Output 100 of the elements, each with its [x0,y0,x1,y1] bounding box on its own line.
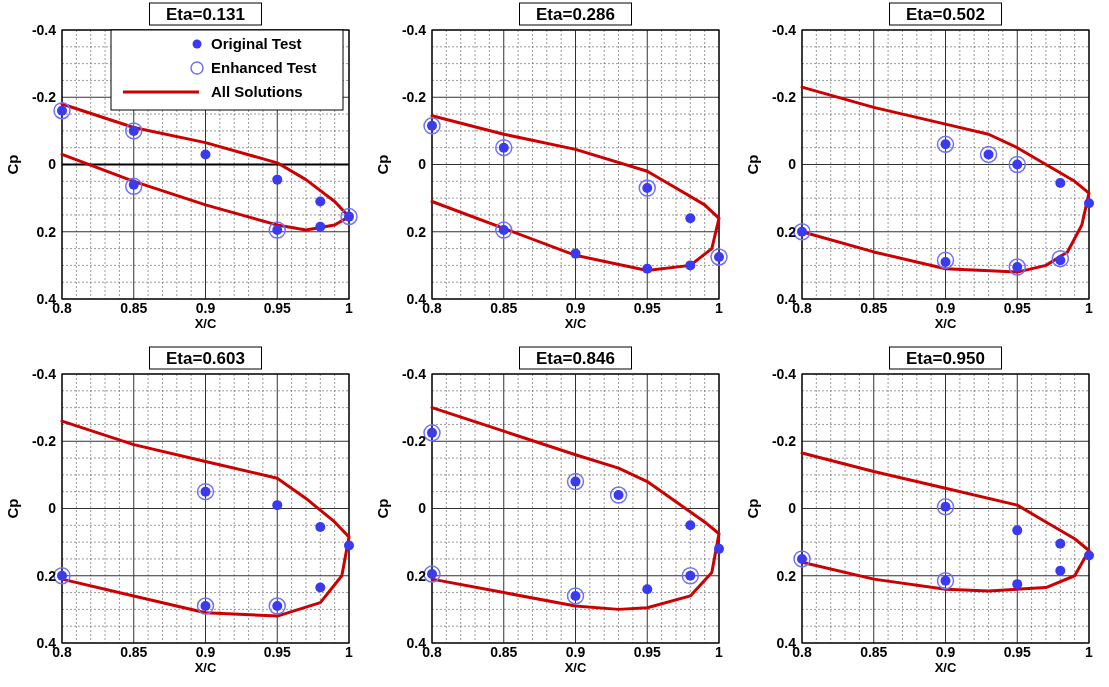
point [979,145,998,164]
point [423,117,441,135]
x-tick-label: 0.95 [633,644,662,660]
point [196,482,215,501]
point [340,207,358,226]
point [1012,579,1023,590]
point [315,521,326,532]
y-tick-label: -0.2 [401,433,427,450]
point [315,221,326,232]
y-axis-title: Cp [4,154,21,175]
y-axis-title: Cp [374,498,391,519]
point [1055,177,1066,188]
chart-title: Eta=0.502 [906,5,985,24]
y-tick-label: 0 [418,156,427,173]
y-tick-label: 0.2 [776,223,797,240]
x-tick-label: 0.85 [490,300,518,316]
point [344,540,354,551]
point [566,587,585,605]
x-axis-title: X/C [934,660,957,675]
point [1055,565,1066,576]
point [936,498,955,516]
legend-label: Enhanced Test [211,59,317,77]
point [793,550,811,568]
x-tick-label: 0.85 [860,300,888,316]
point [685,520,696,531]
y-tick-label: -0.4 [771,21,797,38]
point [642,584,653,595]
point [1008,155,1026,174]
point [566,472,585,491]
y-tick-label: 0 [48,156,57,173]
point [1012,525,1023,536]
point [268,597,286,615]
point [272,500,283,511]
chart-title: Eta=0.846 [536,349,615,368]
point [125,177,143,196]
point [685,213,696,224]
point [1055,538,1066,549]
x-tick-label: 0.9 [195,300,216,316]
y-tick-label: 0.2 [406,223,427,240]
y-tick-label: 0 [48,500,57,517]
point [570,248,581,259]
point [638,179,656,197]
x-tick-label: 0.9 [565,300,586,316]
point [196,597,215,615]
x-tick-label: 0.85 [120,644,148,660]
chart-title: Eta=0.131 [166,5,245,24]
y-tick-label: 0 [418,500,427,517]
x-tick-label: 1 [345,644,354,660]
point [642,263,653,274]
point [268,221,286,239]
point [315,196,326,207]
y-tick-label: -0.2 [771,433,797,450]
point [609,486,628,504]
point [1084,198,1094,209]
y-tick-label: -0.2 [31,89,57,106]
x-axis-title: X/C [564,660,587,675]
chart-title: Eta=0.603 [166,349,245,368]
point [936,135,955,154]
legend-label: Original Test [211,35,302,53]
y-tick-label: 0 [788,500,797,517]
chart-title: Eta=0.950 [906,349,985,368]
y-tick-label: 0.2 [776,567,797,584]
x-tick-label: 0.95 [633,300,662,316]
y-tick-label: -0.4 [401,365,427,382]
chart-title: Eta=0.286 [536,5,615,24]
y-tick-label: 0.2 [406,567,427,584]
x-axis-title: X/C [564,316,587,331]
y-tick-label: -0.4 [771,365,797,382]
point [272,174,283,185]
x-tick-label: 0.95 [263,300,292,316]
y-tick-label: -0.2 [401,89,427,106]
x-tick-label: 0.95 [1003,644,1032,660]
point [1084,550,1094,561]
point [125,122,143,140]
x-tick-label: 1 [715,300,724,316]
x-axis-title: X/C [194,316,217,331]
y-tick-label: -0.2 [771,89,797,106]
x-tick-label: 0.95 [1003,300,1032,316]
x-tick-label: 0.9 [565,644,586,660]
x-tick-label: 0.9 [935,644,956,660]
point [1051,249,1070,268]
y-tick-label: 0.2 [36,567,57,584]
x-tick-label: 1 [1085,644,1094,660]
x-tick-label: 0.95 [263,644,292,660]
point [936,251,955,270]
x-tick-label: 1 [715,644,724,660]
point [685,260,696,271]
y-tick-label: -0.4 [31,21,57,38]
point [681,567,700,585]
y-axis-title: Cp [744,154,761,175]
x-tick-label: 0.9 [935,300,956,316]
y-tick-label: 0.2 [36,223,57,240]
y-axis-title: Cp [4,498,21,519]
y-tick-label: -0.2 [31,433,57,450]
point [1008,258,1026,276]
point [200,149,211,160]
x-tick-label: 0.9 [195,644,216,660]
y-tick-label: 0 [788,156,797,173]
x-axis-title: X/C [934,316,957,331]
point [495,138,513,157]
